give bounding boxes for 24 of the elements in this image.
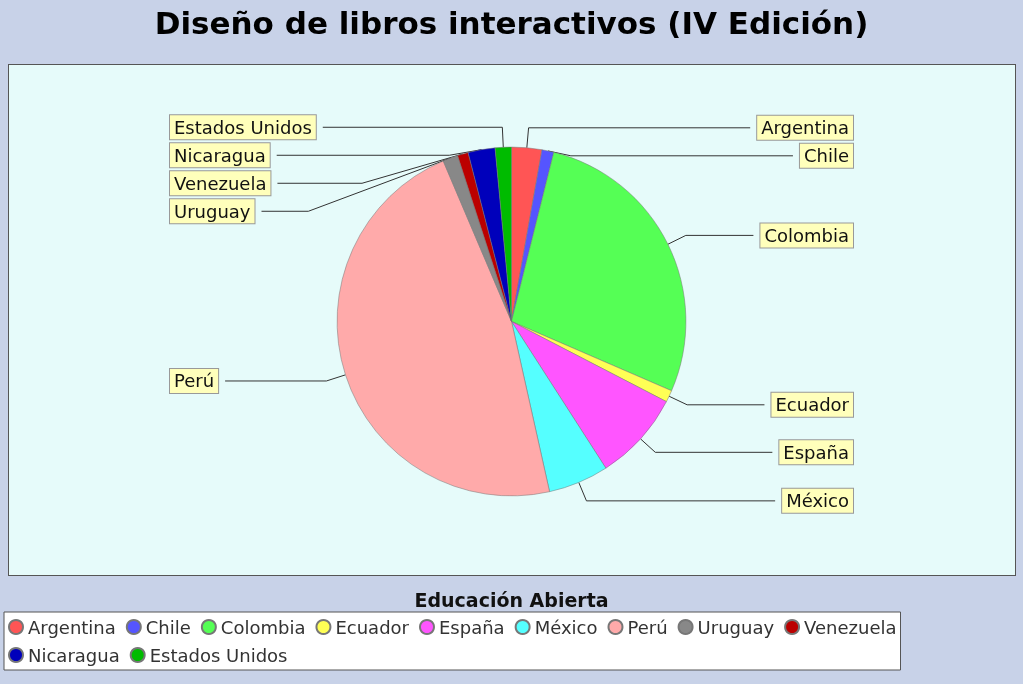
legend-label: Nicaragua (28, 644, 120, 666)
legend-label: Estados Unidos (149, 644, 288, 666)
slice-label: Estados Unidos (174, 116, 312, 138)
slice-label: Chile (803, 145, 849, 167)
chart-title: Diseño de libros interactivos (IV Edición) (154, 4, 869, 41)
legend-label: España (438, 616, 505, 638)
slice-label: Venezuela (174, 172, 267, 194)
slice-label: Colombia (764, 224, 849, 246)
legend-label: Argentina (28, 616, 116, 638)
legend-label: Venezuela (804, 616, 897, 638)
legend-label: Chile (145, 616, 191, 638)
text: Educación Abierta (414, 588, 609, 611)
slice-label: España (783, 441, 849, 463)
legend-label: México (534, 616, 598, 638)
slice-label: México (786, 490, 849, 512)
slice-label: Argentina (761, 117, 849, 139)
legend-label: Perú (627, 616, 668, 638)
slice-label: Nicaragua (174, 144, 266, 166)
slice-label: Uruguay (174, 200, 251, 222)
legend-label: Colombia (220, 616, 306, 638)
legend-label: Uruguay (697, 616, 775, 638)
slice-label: Perú (174, 370, 215, 392)
legend-label: Ecuador (335, 616, 410, 638)
slice-label: Ecuador (775, 394, 850, 416)
